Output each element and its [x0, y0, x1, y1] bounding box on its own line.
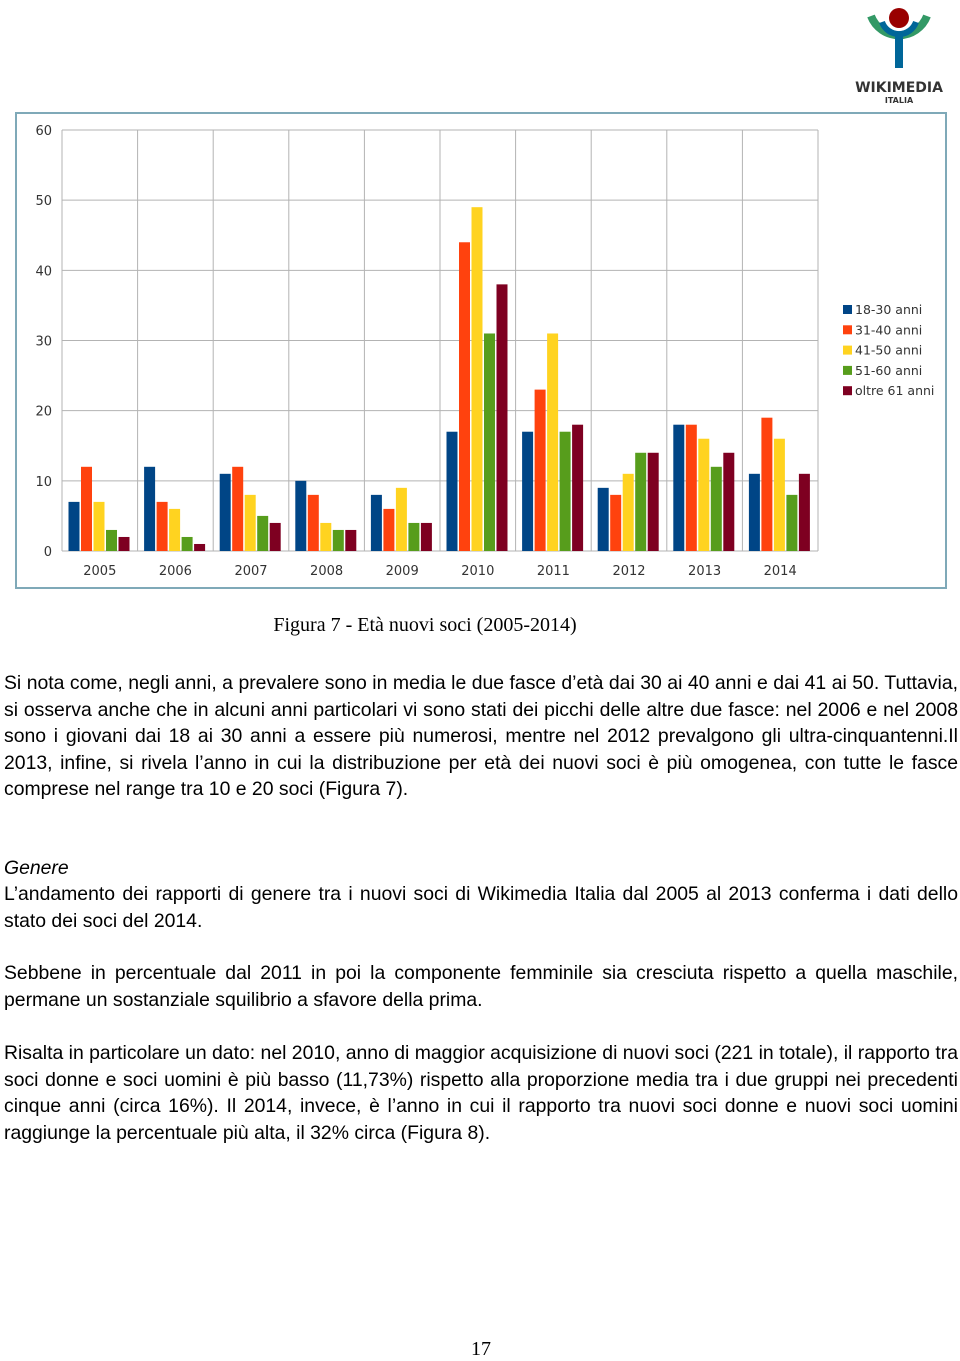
bar [320, 522, 332, 551]
x-tick-label: 2014 [764, 564, 797, 579]
bar [547, 333, 559, 551]
legend-label: 51-60 anni [855, 363, 922, 378]
bar [106, 529, 117, 551]
bar [81, 466, 92, 551]
bar [559, 431, 571, 551]
y-tick-label: 20 [35, 405, 52, 420]
bar [496, 284, 508, 551]
bar [269, 522, 281, 551]
y-tick-label: 30 [35, 335, 52, 350]
bar [798, 473, 810, 551]
legend-swatch [843, 345, 852, 355]
bar [673, 424, 685, 551]
bar [698, 438, 710, 551]
bar [748, 473, 760, 551]
bar [169, 508, 181, 551]
logo: WIKIMEDIA ITALIA [855, 8, 943, 105]
x-tick-label: 2008 [310, 564, 343, 579]
y-tick-label: 50 [35, 194, 52, 209]
bar [345, 529, 357, 551]
chart: 0 10 20 30 40 50 60 2005 2006 2007 2008 2009 2010 201… [35, 124, 934, 579]
bar [68, 501, 80, 551]
bar [383, 508, 395, 551]
bar [181, 536, 193, 551]
legend-label: oltre 61 anni [855, 383, 934, 398]
bar [395, 487, 407, 551]
bar [723, 452, 735, 551]
bar [370, 494, 382, 551]
bar [118, 536, 130, 551]
bar [219, 473, 231, 551]
bar [307, 494, 319, 551]
x-tick-label: 2006 [159, 564, 192, 579]
legend-label: 18-30 anni [855, 302, 922, 317]
bar [773, 438, 785, 551]
bar [597, 487, 609, 551]
x-tick-label: 2013 [688, 564, 721, 579]
caption: Figura 7 - Età nuovi soci (2005-2014) [273, 614, 577, 636]
bar [534, 389, 546, 551]
bar [471, 207, 483, 551]
bar [685, 424, 697, 551]
legend-swatch [843, 365, 852, 375]
x-tick-label: 2009 [386, 564, 419, 579]
paragraph: Sebbene in percentuale dal 2011 in poi l… [4, 962, 958, 1011]
paragraph: L’andamento dei rapporti di genere tra i… [4, 883, 958, 932]
x-tick-label: 2005 [83, 564, 116, 579]
legend-label: 31-40 anni [855, 322, 922, 337]
legend-swatch [843, 386, 852, 396]
heading: Genere [4, 857, 69, 879]
bar [647, 452, 659, 551]
legend-swatch [843, 325, 852, 335]
bar [144, 466, 156, 551]
bar [786, 494, 798, 551]
bar [332, 529, 344, 551]
bar [257, 515, 269, 551]
bar [710, 466, 722, 551]
y-tick-label: 40 [35, 264, 52, 279]
bar [572, 424, 584, 551]
bar [156, 501, 168, 551]
x-tick-label: 2011 [537, 564, 570, 579]
paragraph: Si nota come, negli anni, a prevalere so… [4, 672, 958, 801]
bar [484, 333, 495, 551]
bar [408, 522, 420, 551]
bar [459, 242, 470, 551]
y-tick-label: 0 [44, 545, 52, 560]
y-tick-label: 60 [35, 124, 52, 139]
bar [610, 494, 622, 551]
figure: WIKIMEDIA ITALIA 0 10 20 30 40 50 60 2005 2006 20… [15, 8, 947, 589]
bar [295, 480, 307, 551]
paragraph: Risalta in particolare un dato: nel 2010… [4, 1042, 958, 1144]
logo-country: ITALIA [885, 96, 914, 105]
legend-label: 41-50 anni [855, 343, 922, 358]
bar [522, 431, 534, 551]
legend-swatch [843, 305, 852, 314]
bar [194, 543, 206, 551]
bar [635, 452, 647, 551]
x-tick-label: 2012 [612, 564, 645, 579]
bar [761, 417, 773, 551]
x-tick-label: 2007 [234, 564, 267, 579]
x-tick-label: 2010 [461, 564, 494, 579]
bar [446, 431, 458, 551]
bar [244, 494, 256, 551]
bar [622, 473, 634, 551]
bar [232, 466, 244, 551]
page-number: 17 [471, 1338, 491, 1360]
bar [420, 522, 432, 551]
logo-name: WIKIMEDIA [855, 80, 943, 96]
y-tick-label: 10 [35, 475, 52, 490]
bar [93, 501, 105, 551]
